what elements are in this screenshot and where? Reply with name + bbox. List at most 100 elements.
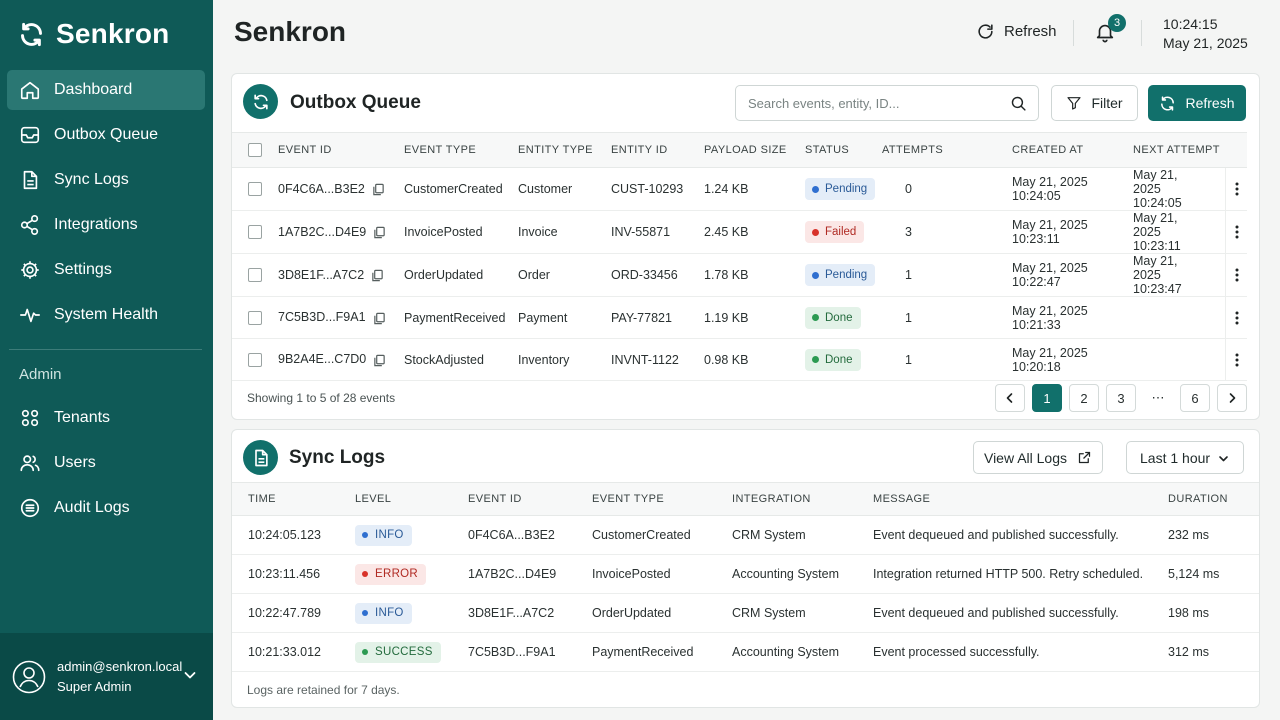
level-badge: SUCCESS [355,641,441,663]
row-checkbox[interactable] [248,268,262,283]
column-header[interactable]: LEVEL [355,482,468,516]
user-menu[interactable]: admin@senkron.local Super Admin [0,633,213,720]
copy-icon[interactable] [371,269,384,282]
sync-logs-table: TIME LEVEL EVENT ID EVENT TYPE INTEGRATI… [232,482,1259,672]
outbox-refresh-button[interactable]: Refresh [1148,85,1246,121]
table-row[interactable]: 7C5B3D...F9A1 PaymentReceived Payment PAY-7… [232,296,1247,339]
kebab-menu-icon[interactable] [1229,310,1245,326]
table-row[interactable]: 9B2A4E...C7D0 StockAdjusted Inventory INVNT… [232,338,1247,381]
copy-icon[interactable] [372,183,385,196]
column-header[interactable]: EVENT TYPE [404,132,518,168]
status-label: Pending [825,269,868,281]
table-row[interactable]: 3D8E1F...A7C2 OrderUpdated Order ORD-33456 1… [232,253,1247,297]
status-label: Done [825,311,853,324]
outbox-header-row: EVENT ID EVENT TYPE ENTITY TYPE ENTITY I… [232,132,1247,168]
user-email: admin@senkron.local [57,658,183,674]
log-integration: CRM System [732,593,873,633]
search-icon[interactable] [1010,95,1027,112]
attempts: 1 [882,253,1012,297]
user-role: Super Admin [57,678,132,694]
sidebar-item-integrations[interactable]: Integrations [7,205,205,245]
column-header[interactable]: MESSAGE [873,482,1168,516]
bell-icon[interactable] [1094,21,1116,43]
view-all-logs-button[interactable]: View All Logs [973,441,1103,474]
log-row[interactable]: 10:23:11.456 ERROR 1A7B2C...D4E9 InvoicePos… [232,554,1259,594]
sidebar-item-audit-logs[interactable]: Audit Logs [7,488,205,528]
column-header[interactable]: ATTEMPTS [882,132,1012,168]
chevron-down-icon[interactable] [183,668,197,682]
next-attempt: May 21, 2025 10:23:11 [1133,210,1182,254]
copy-icon[interactable] [373,312,386,325]
log-row[interactable]: 10:22:47.789 INFO 3D8E1F...A7C2 OrderUpdate… [232,593,1259,633]
sidebar-item-label: Outbox Queue [54,126,159,143]
external-link-icon [1078,451,1091,464]
attempts: 3 [882,210,1012,254]
sidebar-item-outbox-queue[interactable]: Outbox Queue [7,115,205,155]
entity-id: CUST-10293 [611,167,704,211]
column-header[interactable]: ENTITY TYPE [518,132,611,168]
sidebar-item-label: Dashboard [54,81,133,98]
pagination-page[interactable]: 3 [1106,384,1136,412]
search-input[interactable] [736,86,996,120]
row-checkbox[interactable] [248,182,262,197]
column-header[interactable]: EVENT TYPE [592,482,732,516]
log-duration: 312 ms [1168,632,1259,672]
column-header[interactable]: DURATION [1168,482,1259,516]
kebab-menu-icon[interactable] [1229,224,1245,240]
log-row[interactable]: 10:21:33.012 SUCCESS 7C5B3D...F9A1 PaymentR… [232,632,1259,672]
column-header[interactable]: EVENT ID [468,482,592,516]
sidebar-item-settings[interactable]: Settings [7,250,205,290]
sidebar-item-tenants[interactable]: Tenants [7,398,205,438]
log-event-type: CustomerCreated [592,515,732,555]
pagination-page[interactable]: 6 [1180,384,1210,412]
log-event-id: 3D8E1F...A7C2 [468,593,592,633]
time-range-select[interactable]: Last 1 hour [1126,441,1244,474]
sidebar-admin-nav: Tenants Users Audit Logs [7,398,205,533]
log-message: Integration returned HTTP 500. Retry sch… [873,554,1168,594]
sidebar-item-dashboard[interactable]: Dashboard [7,70,205,110]
copy-icon[interactable] [373,226,386,239]
home-icon [20,81,40,100]
column-header[interactable]: CREATED AT [1012,132,1133,168]
gear-icon [21,261,39,279]
avatar-icon [12,660,46,693]
column-header[interactable]: STATUS [805,132,882,168]
column-header[interactable]: EVENT ID [278,132,404,168]
entity-id: ORD-33456 [611,253,704,297]
attempts: 1 [882,296,1012,339]
sidebar-item-sync-logs[interactable]: Sync Logs [7,160,205,200]
brand-logo[interactable]: Senkron [18,18,169,50]
table-row[interactable]: 1A7B2C...D4E9 InvoicePosted Invoice INV-558… [232,210,1247,254]
log-event-type: InvoicePosted [592,554,732,594]
sidebar-item-label: Settings [54,261,112,278]
filter-button[interactable]: Filter [1051,85,1138,121]
kebab-menu-icon[interactable] [1229,352,1245,368]
column-header[interactable]: NEXT ATTEMPT [1133,132,1226,168]
kebab-menu-icon[interactable] [1229,181,1245,197]
payload-size: 0.98 KB [704,338,805,381]
sidebar-item-system-health[interactable]: System Health [7,295,205,335]
view-all-logs-label: View All Logs [983,449,1067,466]
column-header[interactable]: INTEGRATION [732,482,873,516]
pagination-next-button[interactable] [1217,384,1247,412]
pagination-page[interactable]: 1 [1032,384,1062,412]
created-at: May 21, 2025 10:23:11 [1012,210,1133,254]
pagination-prev-button[interactable] [995,384,1025,412]
log-row[interactable]: 10:24:05.123 INFO 0F4C6A...B3E2 CustomerCre… [232,515,1259,555]
header-refresh-button[interactable]: Refresh [976,22,1057,41]
kebab-menu-icon[interactable] [1229,267,1245,283]
sidebar-item-users[interactable]: Users [7,443,205,483]
row-checkbox[interactable] [248,352,262,367]
column-header[interactable]: PAYLOAD SIZE [704,132,805,168]
row-checkbox[interactable] [248,310,262,325]
payload-size: 1.24 KB [704,167,805,211]
column-header[interactable]: TIME [232,482,355,516]
table-row[interactable]: 0F4C6A...B3E2 CustomerCreated Customer CUST… [232,167,1247,211]
row-checkbox[interactable] [248,225,262,240]
select-all-checkbox[interactable] [248,143,262,157]
copy-icon[interactable] [373,354,386,367]
column-header[interactable]: ENTITY ID [611,132,704,168]
created-at: May 21, 2025 10:20:18 [1012,338,1133,381]
brand-name: Senkron [56,18,170,49]
pagination-page[interactable]: 2 [1069,384,1099,412]
